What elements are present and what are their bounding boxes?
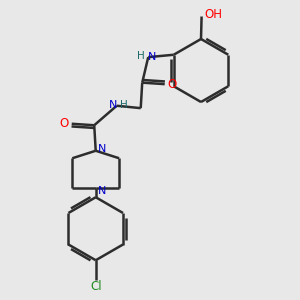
Text: N: N [148,52,156,61]
Text: O: O [60,117,69,130]
Text: Cl: Cl [90,280,101,293]
Text: N: N [98,144,106,154]
Text: OH: OH [204,8,222,21]
Text: O: O [168,78,177,91]
Text: H: H [120,100,128,110]
Text: H: H [137,51,145,61]
Text: N: N [98,186,106,196]
Text: N: N [109,100,117,110]
